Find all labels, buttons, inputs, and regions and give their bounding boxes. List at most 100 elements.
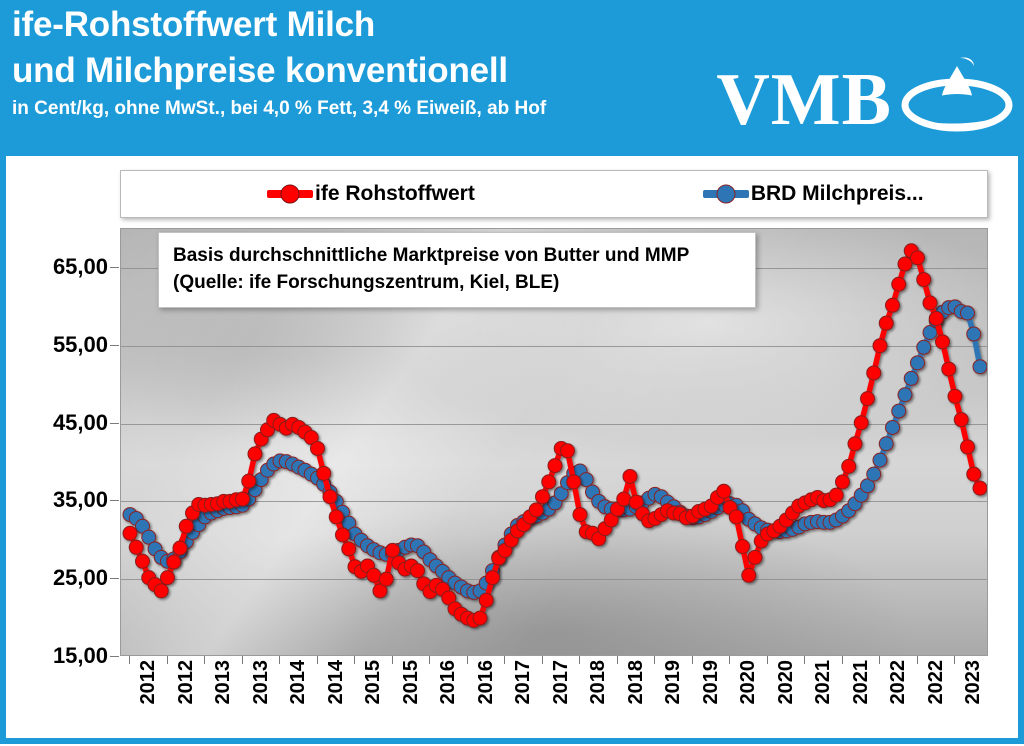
- x-axis-tick: [241, 656, 243, 664]
- data-point: [922, 325, 938, 340]
- gridline: [121, 345, 987, 347]
- x-axis-tick-label: 2017: [549, 660, 572, 705]
- x-axis-tick: [729, 656, 730, 664]
- x-axis-tick-label: 2016: [474, 660, 497, 705]
- data-point: [841, 458, 857, 474]
- data-point: [372, 583, 388, 599]
- x-axis-tick-label: 2019: [662, 660, 684, 705]
- data-point: [878, 436, 894, 452]
- x-axis-tick-label: 2014: [324, 660, 347, 705]
- data-point: [310, 440, 325, 456]
- x-axis-tick: [579, 656, 580, 664]
- y-axis-tick-label: 65,00: [52, 253, 108, 279]
- legend-label-1: BRD Milchpreis...: [750, 182, 924, 205]
- x-axis-tick-label: 2012: [137, 660, 159, 705]
- x-axis-tick-label: 2022: [924, 660, 947, 705]
- data-point: [485, 570, 500, 586]
- data-point: [628, 494, 644, 510]
- data-point: [541, 474, 557, 490]
- x-axis-tick-label: 2023: [962, 660, 984, 705]
- data-point: [897, 387, 913, 403]
- x-axis-tick: [391, 656, 393, 664]
- data-point: [122, 525, 138, 541]
- data-point: [535, 489, 550, 505]
- x-axis-tick: [316, 656, 318, 664]
- data-point: [835, 474, 850, 490]
- x-axis-tick: [204, 656, 205, 664]
- data-point: [910, 250, 925, 266]
- data-point: [566, 474, 582, 490]
- data-point: [960, 305, 975, 321]
- x-axis-tick: [354, 656, 355, 664]
- x-axis-tick-label: 2021: [849, 660, 872, 705]
- x-axis-tick: [129, 656, 130, 664]
- header-banner: ife-Rohstoffwert Milch und Milchpreise k…: [0, 0, 1024, 150]
- data-point: [910, 355, 925, 371]
- data-point: [966, 466, 982, 482]
- y-axis-tick-label: 15,00: [52, 643, 108, 668]
- data-point: [128, 539, 144, 555]
- vmb-logo: VMB: [716, 56, 1016, 144]
- data-point: [178, 518, 194, 534]
- data-point: [235, 491, 250, 507]
- data-point: [847, 436, 863, 452]
- data-point: [385, 542, 400, 558]
- data-point: [935, 334, 950, 350]
- data-point: [247, 446, 263, 462]
- y-axis-labels: 15,00 25,00 35,00 45,00 55,00 65,00: [6, 228, 108, 668]
- data-point: [866, 365, 882, 381]
- x-axis-tick: [954, 656, 955, 664]
- data-point: [953, 412, 969, 428]
- x-axis-tick: [504, 656, 505, 664]
- x-axis-tick: [691, 656, 693, 664]
- x-axis-tick-label: 2020: [737, 660, 759, 705]
- data-point: [378, 571, 394, 587]
- chart-legend: ife Rohstoffwert BRD Milchpreis...: [120, 170, 988, 218]
- x-axis-tick: [616, 656, 618, 664]
- data-point: [916, 339, 932, 355]
- data-point: [622, 468, 638, 484]
- page-title-line-1: ife-Rohstoffwert Milch: [12, 5, 376, 44]
- data-point: [572, 507, 588, 523]
- x-axis-tick: [466, 656, 468, 664]
- vmb-logo-text: VMB: [716, 59, 892, 141]
- legend-item-ife-rohstoffwert[interactable]: ife Rohstoffwert: [267, 182, 475, 206]
- chart-annotation: Basis durchschnittliche Marktpreise von …: [158, 232, 756, 308]
- x-axis-tick-label: 2021: [812, 660, 834, 705]
- data-point: [335, 527, 350, 543]
- x-axis-tick-label: 2016: [437, 660, 459, 705]
- x-axis-tick: [279, 656, 280, 664]
- data-point: [860, 478, 875, 494]
- data-point: [528, 502, 544, 518]
- x-axis-tick: [766, 656, 768, 664]
- data-point: [872, 338, 888, 354]
- data-point: [922, 295, 938, 311]
- data-point: [728, 509, 744, 525]
- data-point: [860, 391, 875, 407]
- x-axis-tick: [541, 656, 543, 664]
- data-point: [960, 439, 975, 455]
- legend-item-brd-milchpreis[interactable]: BRD Milchpreis...: [702, 182, 924, 206]
- data-point: [141, 529, 157, 545]
- data-point: [716, 483, 732, 499]
- y-axis-tick-label: 55,00: [52, 331, 108, 357]
- gridline: [121, 423, 987, 425]
- data-point: [410, 563, 425, 579]
- x-axis-tick-label: 2018: [624, 660, 647, 705]
- annotation-line-2: (Quelle: ife Forschungszentrum, Kiel, BL…: [173, 272, 560, 293]
- data-point: [966, 326, 982, 342]
- x-axis-tick-label: 2014: [287, 660, 309, 705]
- legend-swatch-blue: [702, 184, 749, 204]
- data-point: [972, 480, 987, 496]
- legend-label-0: ife Rohstoffwert: [315, 182, 475, 205]
- x-axis-tick-label: 2013: [212, 660, 234, 705]
- page-subtitle: in Cent/kg, ohne MwSt., bei 4,0 % Fett, …: [12, 98, 547, 119]
- y-axis-tick: [110, 656, 119, 657]
- data-point: [916, 272, 932, 288]
- y-axis-tick: [110, 500, 119, 502]
- data-point: [828, 487, 844, 503]
- y-axis-tick-label: 25,00: [52, 565, 108, 591]
- data-point: [947, 388, 963, 404]
- data-point: [885, 419, 900, 435]
- gridline: [121, 579, 987, 581]
